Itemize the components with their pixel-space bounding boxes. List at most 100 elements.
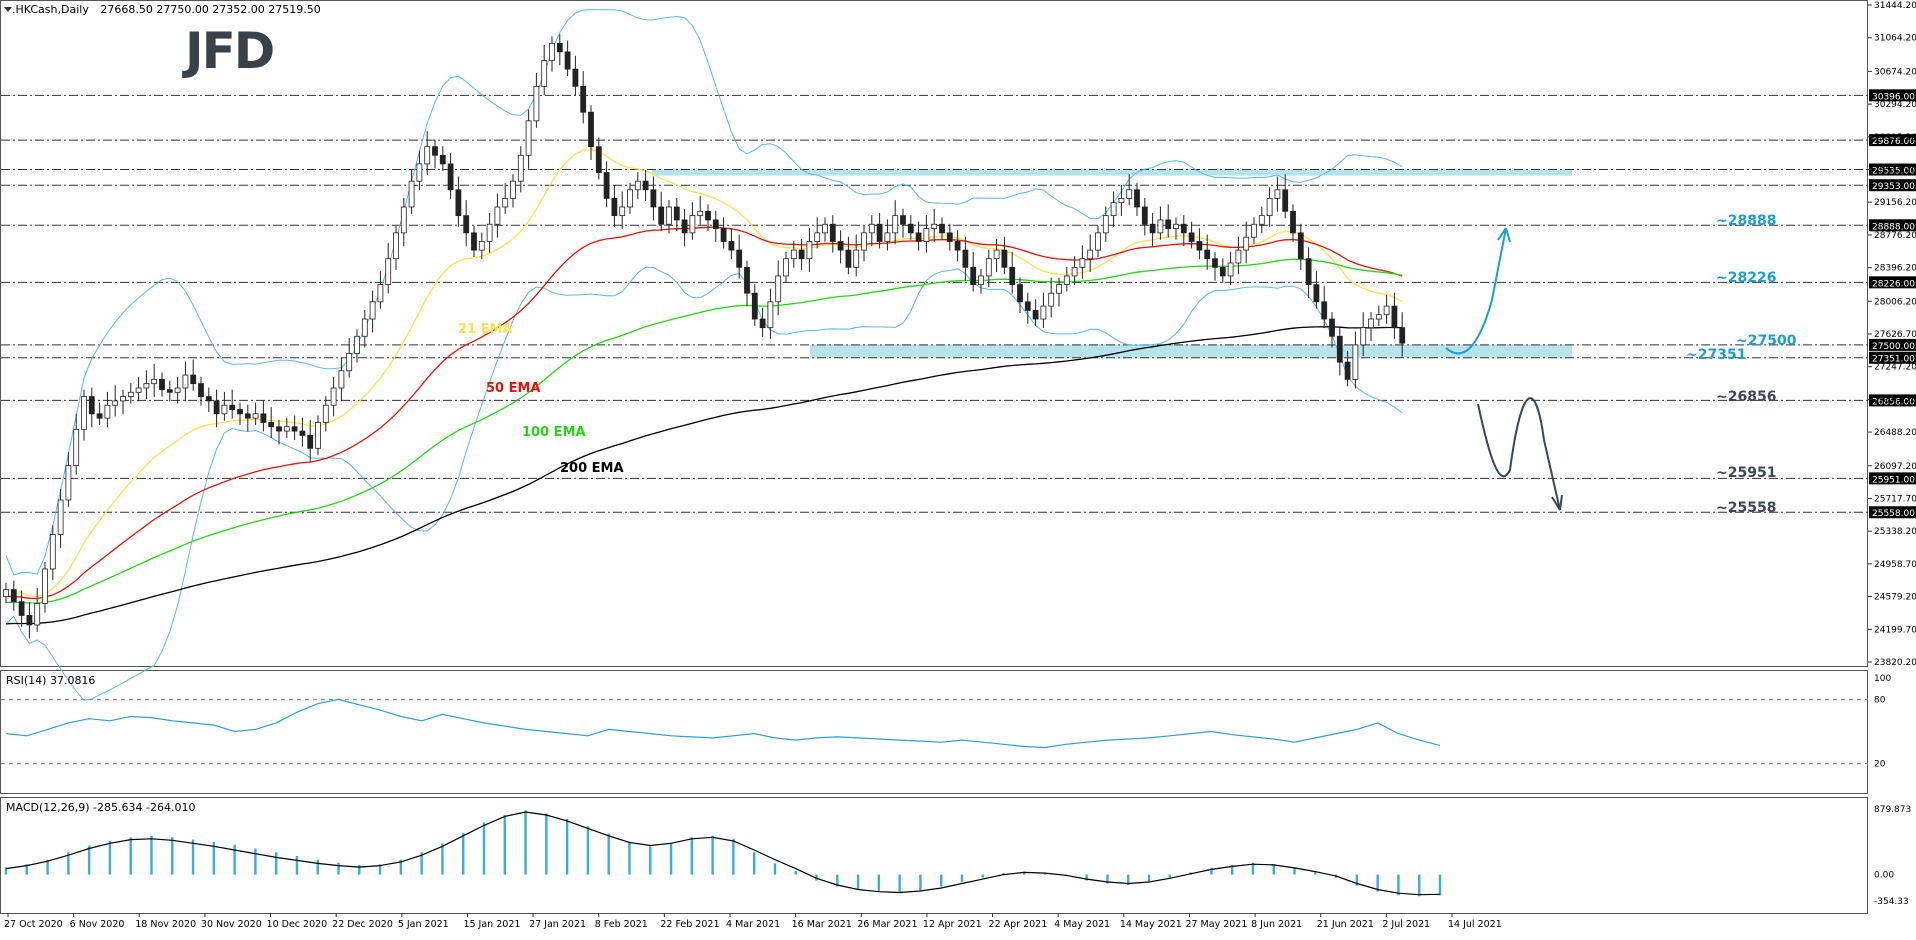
forecast-up-arrowhead xyxy=(1497,227,1511,243)
macd-hist-bar xyxy=(1314,872,1317,875)
macd-axis-label: 0.00 xyxy=(1874,871,1894,881)
candle-body xyxy=(198,383,204,397)
candle-body xyxy=(1079,258,1086,268)
candle-body xyxy=(96,413,103,419)
level-annotation: ~28888 xyxy=(1716,213,1776,229)
level-price-label: 27500.00 xyxy=(1872,342,1915,352)
candle-body xyxy=(1313,284,1320,303)
macd-hist-bar xyxy=(503,814,506,875)
candle-body xyxy=(190,374,197,385)
candle-body xyxy=(307,434,314,449)
level-price-tag xyxy=(1869,506,1916,519)
candle-body xyxy=(728,241,735,251)
candle-body xyxy=(166,389,173,393)
candle-body xyxy=(432,146,438,156)
macd-hist-bar xyxy=(25,864,28,875)
macd-hist-bar xyxy=(815,874,818,881)
candle-body xyxy=(1001,249,1008,268)
macd-hist-bar xyxy=(752,852,756,875)
candle-body xyxy=(962,249,969,268)
rsi-label: RSI(14) 37.0816 xyxy=(6,674,96,687)
candle-body xyxy=(494,206,501,225)
candle-body xyxy=(720,228,727,242)
macd-hist-bar xyxy=(711,835,714,875)
candle-body xyxy=(1009,266,1016,285)
candle-body xyxy=(549,42,555,61)
symbol-label: .HKCash,Daily xyxy=(12,3,89,16)
ema-label: 100 EMA xyxy=(522,425,586,440)
x-tick-label: 27 Jan 2021 xyxy=(529,919,586,930)
macd-hist-bar xyxy=(46,859,49,875)
candle-body xyxy=(439,154,446,165)
candle-body xyxy=(572,68,579,87)
candle-body xyxy=(712,219,719,229)
macd-hist-bar xyxy=(1251,862,1255,875)
candle-body xyxy=(1360,327,1367,346)
candle-body xyxy=(798,249,805,260)
x-tick-label: 12 Apr 2021 xyxy=(923,919,982,930)
level-price-tag xyxy=(1869,472,1916,485)
candle-body xyxy=(985,258,992,277)
x-tick-label: 26 Mar 2021 xyxy=(857,919,917,930)
macd-hist-bar xyxy=(1043,873,1047,875)
y-tick-label: 26488.20 xyxy=(1874,428,1916,438)
candle-body xyxy=(315,422,321,449)
candle-body xyxy=(673,206,680,221)
level-price-label: 29535.00 xyxy=(1872,167,1915,177)
ema-label: 21 EMA xyxy=(458,322,513,337)
x-tick-label: 8 Jun 2021 xyxy=(1251,919,1302,930)
candle-body xyxy=(502,197,509,208)
x-tick-label: 4 May 2021 xyxy=(1054,919,1110,930)
level-price-tag xyxy=(1869,163,1916,176)
candle-body xyxy=(1219,266,1226,277)
macd-hist-bar xyxy=(1418,874,1421,897)
macd-hist-bar xyxy=(171,837,174,875)
candle-body xyxy=(1095,232,1101,251)
ema21-line xyxy=(5,149,1403,598)
candle-body xyxy=(1110,202,1117,217)
candle-body xyxy=(276,426,282,432)
candle-body xyxy=(907,223,914,234)
candle-body xyxy=(1087,249,1094,260)
y-tick-label: 24958.70 xyxy=(1874,560,1916,570)
candle-body xyxy=(377,284,384,303)
macd-hist-bar xyxy=(1106,874,1109,884)
macd-hist-bar xyxy=(1397,874,1400,896)
candle-body xyxy=(486,223,493,242)
x-tick-label: 16 Mar 2021 xyxy=(792,919,852,930)
candle-body xyxy=(135,387,142,393)
y-tick-label: 28776.20 xyxy=(1874,231,1916,241)
level-price-tag xyxy=(1869,219,1916,232)
x-tick-label: 22 Dec 2020 xyxy=(332,919,393,930)
macd-hist-bar xyxy=(649,846,652,875)
collapse-arrow-icon[interactable] xyxy=(4,7,12,12)
macd-hist-bar xyxy=(628,841,631,875)
level-price-label: 28226.00 xyxy=(1872,279,1915,289)
y-tick-label: 24579.20 xyxy=(1874,593,1916,603)
macd-hist-bar xyxy=(794,870,797,875)
x-tick-label: 2 Jul 2021 xyxy=(1382,919,1430,930)
candle-body xyxy=(88,396,95,415)
ema-label: 200 EMA xyxy=(560,461,624,476)
macd-hist-bar xyxy=(1355,874,1359,886)
ema200-line xyxy=(5,326,1403,625)
candle-body xyxy=(806,241,813,260)
x-tick-label: 6 Nov 2020 xyxy=(70,919,125,930)
macd-axis-label: 879.873 xyxy=(1874,805,1911,815)
ema50-line xyxy=(5,226,1403,600)
candle-body xyxy=(783,258,789,277)
candle-body xyxy=(213,400,220,415)
candle-body xyxy=(291,426,298,432)
ohlc-label: 27668.50 27750.00 27352.00 27519.50 xyxy=(100,3,321,16)
candle-body xyxy=(868,223,875,234)
support-resistance-zone xyxy=(810,344,1572,358)
candle-body xyxy=(1071,266,1078,277)
candle-body xyxy=(697,210,704,217)
candle-body xyxy=(978,275,984,285)
candle-body xyxy=(1336,335,1343,363)
level-price-tag xyxy=(1869,276,1916,289)
x-tick-label: 15 Jan 2021 xyxy=(463,919,520,930)
candle-body xyxy=(1165,219,1172,229)
level-price-label: 26856.00 xyxy=(1872,397,1915,407)
candle-body xyxy=(1274,189,1281,199)
